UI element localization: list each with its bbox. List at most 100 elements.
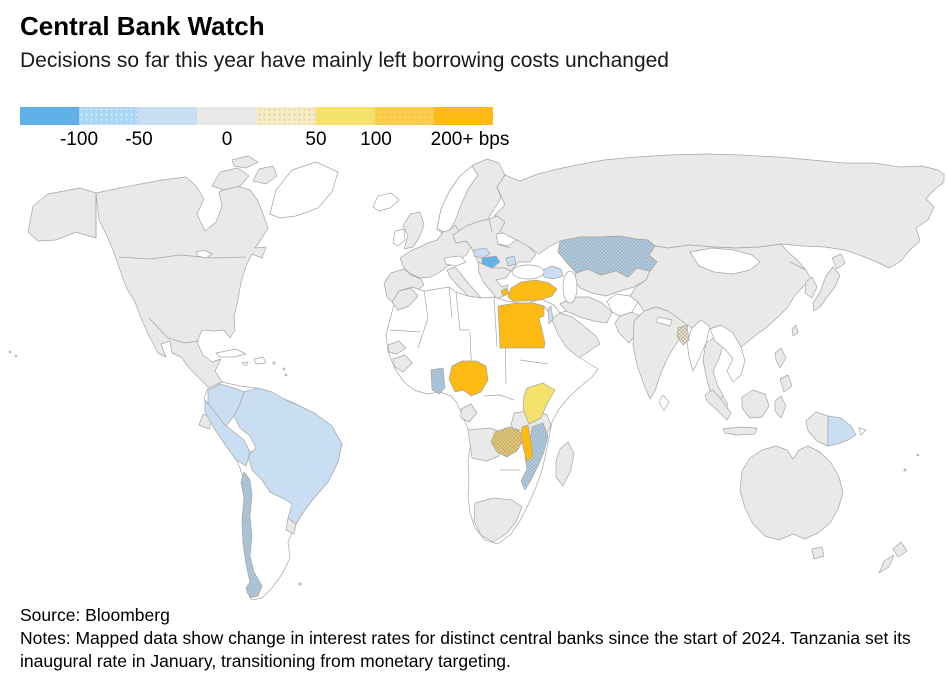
new-zealand-south [878, 554, 895, 574]
source-text: Source: Bloomberg [20, 605, 170, 625]
country-kazakhstan [557, 235, 658, 278]
legend-swatch-7 [433, 107, 493, 125]
korea [804, 276, 818, 299]
choropleth-layer [204, 235, 857, 599]
pacific-islet [916, 453, 920, 457]
country-malawi [520, 424, 534, 463]
country-zambia [490, 426, 524, 458]
south-africa [473, 497, 523, 543]
java [722, 426, 758, 436]
myanmar [686, 319, 711, 372]
legend-tick: 50 [305, 129, 327, 150]
legend-color-bar [20, 107, 493, 125]
caspian-sea [562, 270, 578, 304]
north-america [95, 176, 269, 409]
arctic-island [211, 167, 250, 191]
taiwan [791, 324, 799, 337]
legend-swatch-1 [79, 107, 139, 125]
united-kingdom [402, 211, 425, 250]
legend-tick: -100 [59, 129, 99, 150]
antilles-islet [272, 361, 276, 365]
borneo [741, 389, 770, 419]
japan [812, 266, 841, 312]
legend-tick: -50 [125, 129, 153, 150]
senegal [387, 340, 407, 355]
australia [739, 445, 844, 541]
legend-tick-labels: -100 -50 0 50 100 200+ bps [20, 129, 540, 153]
arctic-island [252, 165, 278, 185]
black-sea [511, 264, 545, 280]
angola [467, 427, 502, 462]
tasmania [811, 546, 825, 560]
legend-swatch-6 [374, 107, 434, 125]
country-moldova [505, 255, 517, 267]
legend: -100 -50 0 50 100 200+ bps [20, 107, 540, 155]
hokkaido [831, 253, 846, 270]
water-layer [8, 249, 920, 586]
country-bangladesh [676, 324, 690, 346]
new-britain [858, 427, 867, 436]
legend-swatch-3 [197, 107, 257, 125]
greenland [269, 161, 339, 219]
philippines-luzon [774, 347, 787, 369]
arctic-island [231, 155, 259, 169]
sulawesi [774, 395, 787, 419]
philippines-mindanao [779, 374, 793, 393]
legend-tick: 200+ bps [430, 129, 510, 150]
legend-swatch-4 [256, 107, 316, 125]
notes-text: Notes: Mapped data show change in intere… [20, 628, 911, 671]
hawaii-islet [8, 350, 12, 354]
landmass-layer [27, 153, 945, 601]
pacific-islet [903, 468, 907, 472]
page-subtitle: Decisions so far this year have mainly l… [20, 49, 669, 72]
morocco [391, 287, 419, 311]
country-nigeria [448, 360, 489, 397]
west-new-guinea [805, 411, 829, 447]
iran [559, 296, 613, 324]
country-papua-new-guinea [827, 415, 857, 447]
country-israel [547, 305, 554, 325]
legend-swatch-0 [20, 107, 80, 125]
sumatra [704, 389, 732, 421]
eastern-europe [452, 215, 537, 272]
alaska [27, 187, 97, 242]
cuba [215, 348, 247, 358]
ireland [392, 228, 406, 247]
iceland [372, 192, 400, 212]
nepal [655, 316, 673, 327]
country-czech-republic [473, 247, 491, 259]
new-zealand-north [892, 541, 908, 558]
hispaniola [253, 356, 267, 365]
austria-region [443, 255, 467, 267]
legend-swatch-2 [138, 107, 198, 125]
madagascar [555, 441, 575, 487]
country-kenya [522, 382, 556, 425]
hawaii-islet [14, 354, 18, 358]
country-ghana [430, 367, 446, 395]
guinea [392, 354, 413, 373]
country-peru [204, 399, 251, 467]
country-hungary [481, 255, 501, 269]
page-title: Central Bank Watch [20, 11, 265, 41]
country-turkey-thrace [500, 287, 510, 297]
antilles-islet [284, 373, 288, 377]
country-brazil [233, 387, 343, 525]
antilles-islet [282, 367, 286, 371]
mongolia [689, 247, 761, 275]
legend-swatch-5 [315, 107, 375, 125]
jamaica [241, 361, 249, 367]
country-chile [240, 471, 263, 599]
legend-tick: 100 [360, 129, 392, 150]
sri-lanka [658, 394, 670, 412]
falkland-islet [298, 582, 302, 586]
country-caucasus [540, 265, 564, 280]
world-map [8, 153, 945, 601]
indochina [709, 324, 746, 383]
norway [436, 165, 479, 234]
great-lakes [195, 249, 213, 259]
country-turkey [507, 279, 558, 302]
country-egypt [497, 302, 546, 349]
congo-gabon [460, 403, 478, 423]
footer: Source: Bloomberg Notes: Mapped data sho… [20, 604, 920, 673]
